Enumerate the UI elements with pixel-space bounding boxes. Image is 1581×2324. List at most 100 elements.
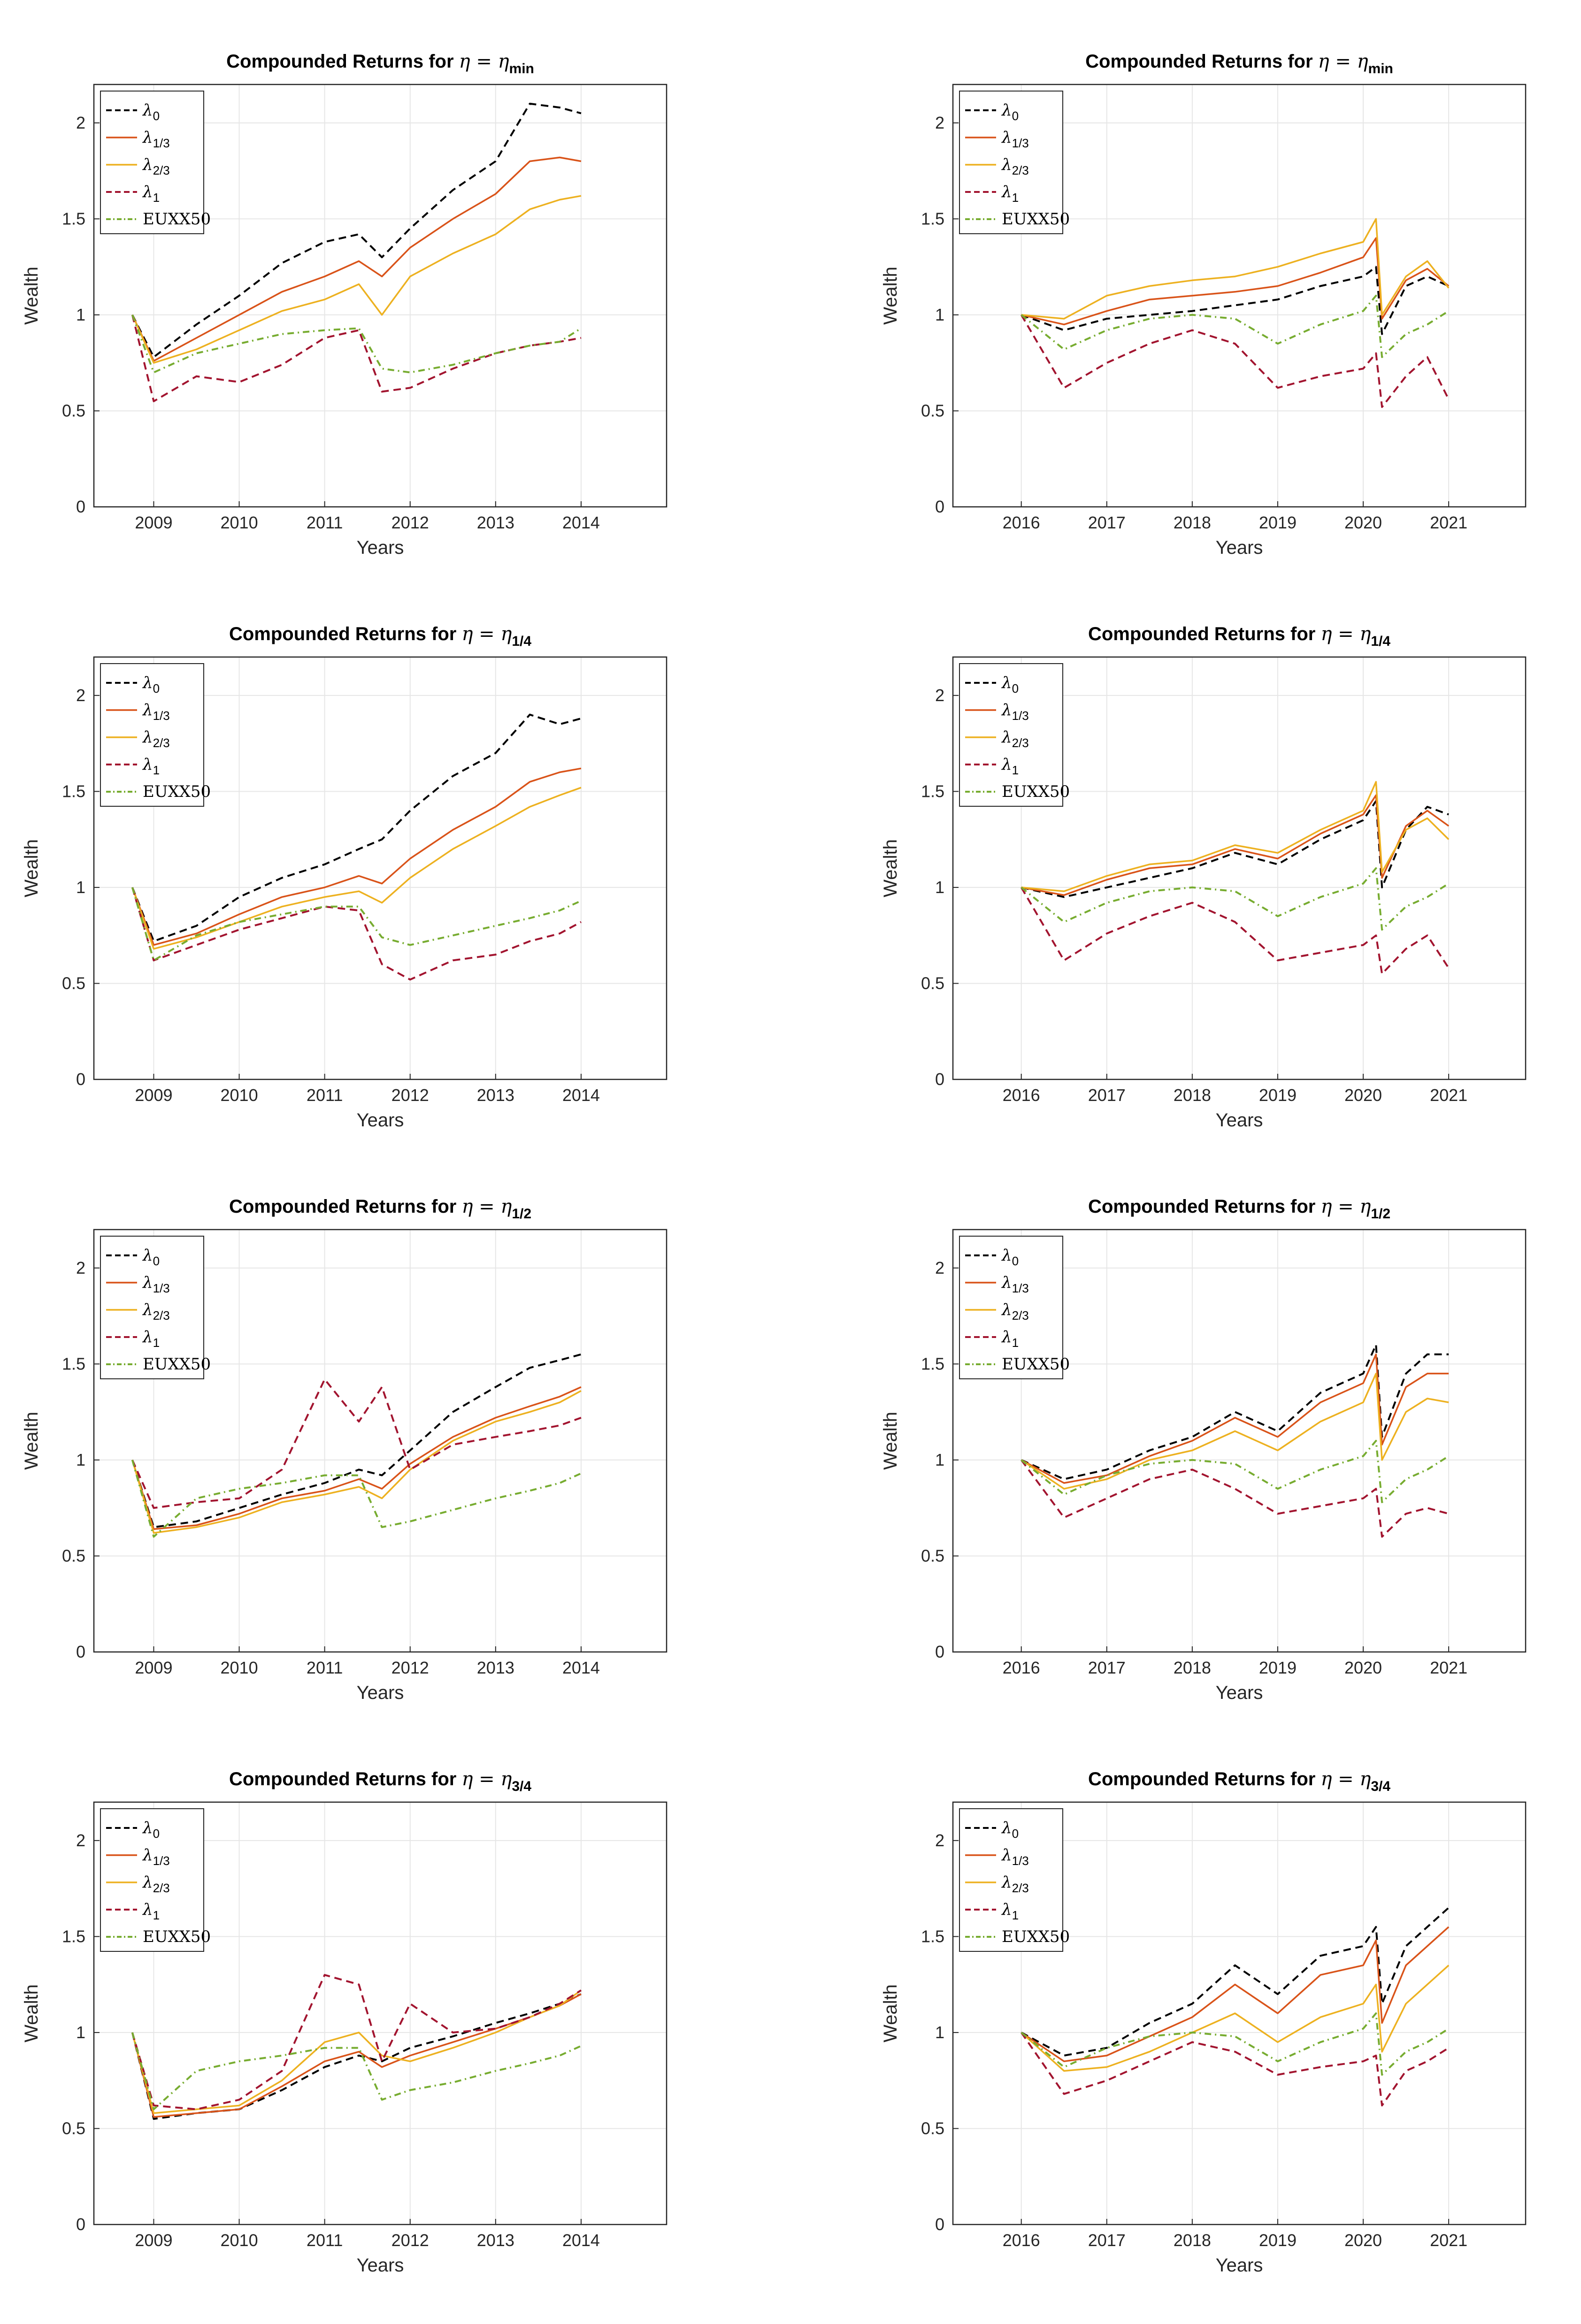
- legend-name: λ: [1001, 1300, 1012, 1319]
- legend-entry: λ1/3: [142, 1846, 170, 1868]
- legend-entry: λ0: [1001, 101, 1019, 123]
- x-tick-label: 2018: [1174, 2231, 1211, 2250]
- y-tick-label: 0: [76, 2215, 85, 2234]
- series-line: [1021, 1344, 1449, 1480]
- x-tick-label: 2011: [307, 2231, 343, 2250]
- legend-entry: λ2/3: [142, 1873, 170, 1895]
- legend-name: λ: [142, 128, 153, 147]
- axes-box: [93, 84, 668, 508]
- x-tick-label: 2019: [1259, 1658, 1297, 1677]
- series-line: [1021, 1373, 1449, 1490]
- x-tick-label: 2010: [221, 2231, 258, 2250]
- legend-subscript: 1: [1012, 1336, 1019, 1350]
- y-tick-label: 1: [935, 1450, 944, 1469]
- y-tick-label: 2: [76, 686, 85, 705]
- series-line: [1021, 1459, 1449, 1538]
- series-line: [1021, 2012, 1450, 2076]
- legend-entry: λ2/3: [1001, 728, 1029, 750]
- y-tick-label: 2: [935, 113, 944, 132]
- chart-panel: 0 0.5 1 1.5 2 2016 2017 2018 2019 2020 2021 Compoun…: [880, 623, 1527, 1131]
- legend-name: λ: [1001, 673, 1012, 692]
- series-line: [131, 2032, 582, 2110]
- y-tick-label: 0: [76, 1642, 85, 1661]
- series-line: [131, 314, 582, 374]
- y-tick-label: 0.5: [62, 2118, 85, 2138]
- legend-entry: λ2/3: [142, 1300, 170, 1323]
- series-line: [1021, 2032, 1450, 2107]
- legend-entry: λ0: [1001, 673, 1019, 696]
- series-line: [131, 1974, 582, 2110]
- series-line: [1021, 266, 1449, 335]
- legend-name: λ: [142, 101, 153, 120]
- chart-title: Compounded Returns for η = η3/4: [1088, 1768, 1390, 1794]
- legend-name: EUXX50: [143, 1927, 211, 1946]
- legend-entry: EUXX50: [1002, 1927, 1070, 1946]
- y-tick-label: 0.5: [62, 1546, 85, 1565]
- legend-entry: λ1/3: [142, 128, 170, 150]
- legend-name: λ: [142, 155, 153, 174]
- x-axis-label: Years: [357, 1682, 404, 1703]
- axes-box: [93, 1801, 668, 2225]
- legend-name: λ: [1001, 1846, 1012, 1865]
- series-line: [131, 887, 582, 962]
- x-tick-label: 2010: [221, 513, 258, 532]
- series-line: [131, 1390, 582, 1534]
- legend-subscript: 1: [153, 191, 160, 205]
- y-tick-label: 1: [76, 878, 85, 897]
- legend-name: λ: [1001, 1246, 1012, 1265]
- legend-name: λ: [1001, 1328, 1012, 1346]
- legend-entry: λ1: [1001, 1900, 1019, 1922]
- legend-subscript: 0: [153, 1827, 160, 1841]
- y-tick-label: 1.5: [62, 1354, 85, 1373]
- chart-panel: 0 0.5 1 1.5 2 2009 2010 2011 2012 2013 2014 Compoun…: [21, 1768, 668, 2276]
- legend-name: EUXX50: [1002, 1927, 1070, 1946]
- y-axis-label: Wealth: [21, 839, 42, 897]
- series-line: [131, 787, 582, 950]
- x-tick-label: 2016: [1003, 2231, 1040, 2250]
- legend-name: λ: [142, 1873, 153, 1892]
- legend-entry: λ1/3: [142, 1273, 170, 1295]
- series-line: [1021, 1440, 1450, 1503]
- legend-entry: λ1/3: [1001, 701, 1029, 723]
- series-line: [131, 1378, 582, 1509]
- x-tick-label: 2018: [1174, 1086, 1211, 1105]
- legend-entry: λ2/3: [1001, 1873, 1029, 1895]
- title-subscript: min: [509, 61, 534, 76]
- legend-name: EUXX50: [1002, 782, 1070, 801]
- chart-panel: 0 0.5 1 1.5 2 2016 2017 2018 2019 2020 2021 Compoun…: [880, 51, 1527, 558]
- title-prefix: Compounded Returns for: [229, 624, 462, 644]
- series-line: [131, 1460, 582, 1538]
- title-prefix: Compounded Returns for: [229, 1769, 462, 1789]
- x-tick-label: 2011: [307, 513, 343, 532]
- legend-name: EUXX50: [1002, 1355, 1070, 1374]
- chart-title: Compounded Returns for η = η3/4: [229, 1768, 531, 1794]
- y-tick-label: 1: [76, 305, 85, 324]
- series-line: [1021, 237, 1450, 326]
- y-tick-label: 1: [935, 878, 944, 897]
- x-tick-label: 2017: [1088, 1086, 1126, 1105]
- legend-subscript: 0: [153, 681, 160, 696]
- y-axis-label: Wealth: [880, 1412, 901, 1470]
- y-tick-label: 2: [935, 1831, 944, 1850]
- series-line: [1020, 887, 1450, 975]
- y-axis-label: Wealth: [880, 1984, 901, 2042]
- axes-box: [952, 1801, 1527, 2225]
- x-tick-label: 2017: [1088, 1658, 1126, 1677]
- title-subscript: 3/4: [512, 1779, 531, 1794]
- legend-name: λ: [1001, 728, 1012, 747]
- legend-entry: λ1/3: [1001, 1846, 1029, 1868]
- legend-subscript: 0: [1012, 681, 1019, 696]
- series-line: [1020, 314, 1450, 408]
- y-tick-label: 2: [935, 686, 944, 705]
- x-tick-label: 2016: [1003, 513, 1040, 532]
- legend-subscript: 2/3: [153, 736, 170, 750]
- y-tick-label: 2: [76, 113, 85, 132]
- legend-subscript: 1: [1012, 191, 1019, 205]
- series-line: [131, 195, 582, 364]
- y-tick-label: 0: [935, 2215, 944, 2234]
- y-tick-label: 1.5: [921, 1926, 944, 1946]
